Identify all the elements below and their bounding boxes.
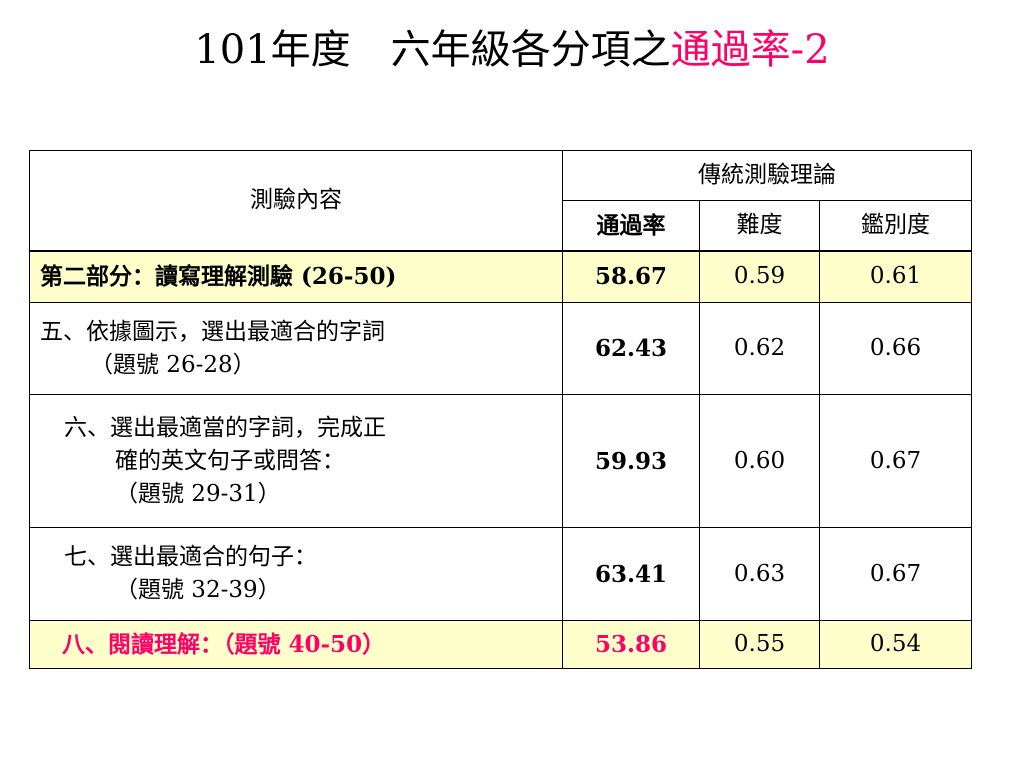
header-group: 傳統測驗理論	[562, 150, 972, 201]
table-row: 八、閱讀理解：（題號 40-50） 53.86 0.55 0.54	[29, 620, 972, 669]
row-pass-rate: 62.43	[562, 302, 700, 395]
row-pass-rate: 53.86	[562, 620, 700, 669]
row-pass-rate: 63.41	[562, 527, 700, 621]
row-difficulty: 0.62	[699, 302, 820, 395]
row-content: 八、閱讀理解：（題號 40-50）	[29, 620, 563, 669]
row-content: 六、選出最適當的字詞，完成正 確的英文句子或問答： （題號 29-31）	[29, 394, 563, 528]
row-difficulty: 0.55	[699, 620, 820, 669]
header-pass-rate: 通過率	[562, 200, 700, 251]
row-content: 第二部分：讀寫理解測驗 (26-50)	[29, 249, 563, 303]
row-content-line: （題號 29-31）	[115, 480, 281, 507]
row-discrimination: 0.54	[819, 620, 972, 669]
row-content: 五、依據圖示，選出最適合的字詞 （題號 26-28）	[29, 302, 563, 395]
row-discrimination: 0.66	[819, 302, 972, 395]
row-difficulty: 0.63	[699, 527, 820, 621]
row-discrimination: 0.67	[819, 394, 972, 528]
table-row: 六、選出最適當的字詞，完成正 確的英文句子或問答： （題號 29-31） 59.…	[29, 394, 972, 528]
table-row: 第二部分：讀寫理解測驗 (26-50) 58.67 0.59 0.61	[29, 249, 972, 303]
row-content-line: （題號 32-39）	[115, 577, 281, 603]
row-content-line: 五、依據圖示，選出最適合的字詞	[40, 318, 385, 345]
row-content-line: 確的英文句子或問答：	[115, 447, 345, 474]
row-pass-rate: 58.67	[562, 249, 700, 303]
table-row: 五、依據圖示，選出最適合的字詞 （題號 26-28） 62.43 0.62 0.…	[29, 302, 972, 395]
header-difficulty: 難度	[699, 200, 820, 251]
title-main: 101年度 六年級各分項之	[194, 27, 671, 73]
table-row: 七、選出最適合的句子： （題號 32-39） 63.41 0.63 0.67	[29, 527, 972, 621]
row-pass-rate: 59.93	[562, 394, 700, 528]
row-discrimination: 0.67	[819, 527, 972, 621]
header-content: 測驗內容	[29, 150, 563, 251]
row-content-line: （題號 26-28）	[90, 351, 256, 378]
row-content-line: 七、選出最適合的句子：	[64, 544, 317, 570]
title-highlight: 通過率-2	[670, 27, 830, 73]
row-content: 七、選出最適合的句子： （題號 32-39）	[29, 527, 563, 621]
results-table: 測驗內容 傳統測驗理論 通過率 難度 鑑別度 第二部分：讀寫理解測驗 (26-5…	[29, 150, 972, 669]
row-content-line: 六、選出最適當的字詞，完成正	[64, 414, 386, 441]
page-title: 101年度 六年級各分項之通過率-2	[0, 22, 1024, 78]
row-difficulty: 0.59	[699, 249, 820, 303]
row-difficulty: 0.60	[699, 394, 820, 528]
row-discrimination: 0.61	[819, 249, 972, 303]
header-discrimination: 鑑別度	[819, 200, 972, 251]
